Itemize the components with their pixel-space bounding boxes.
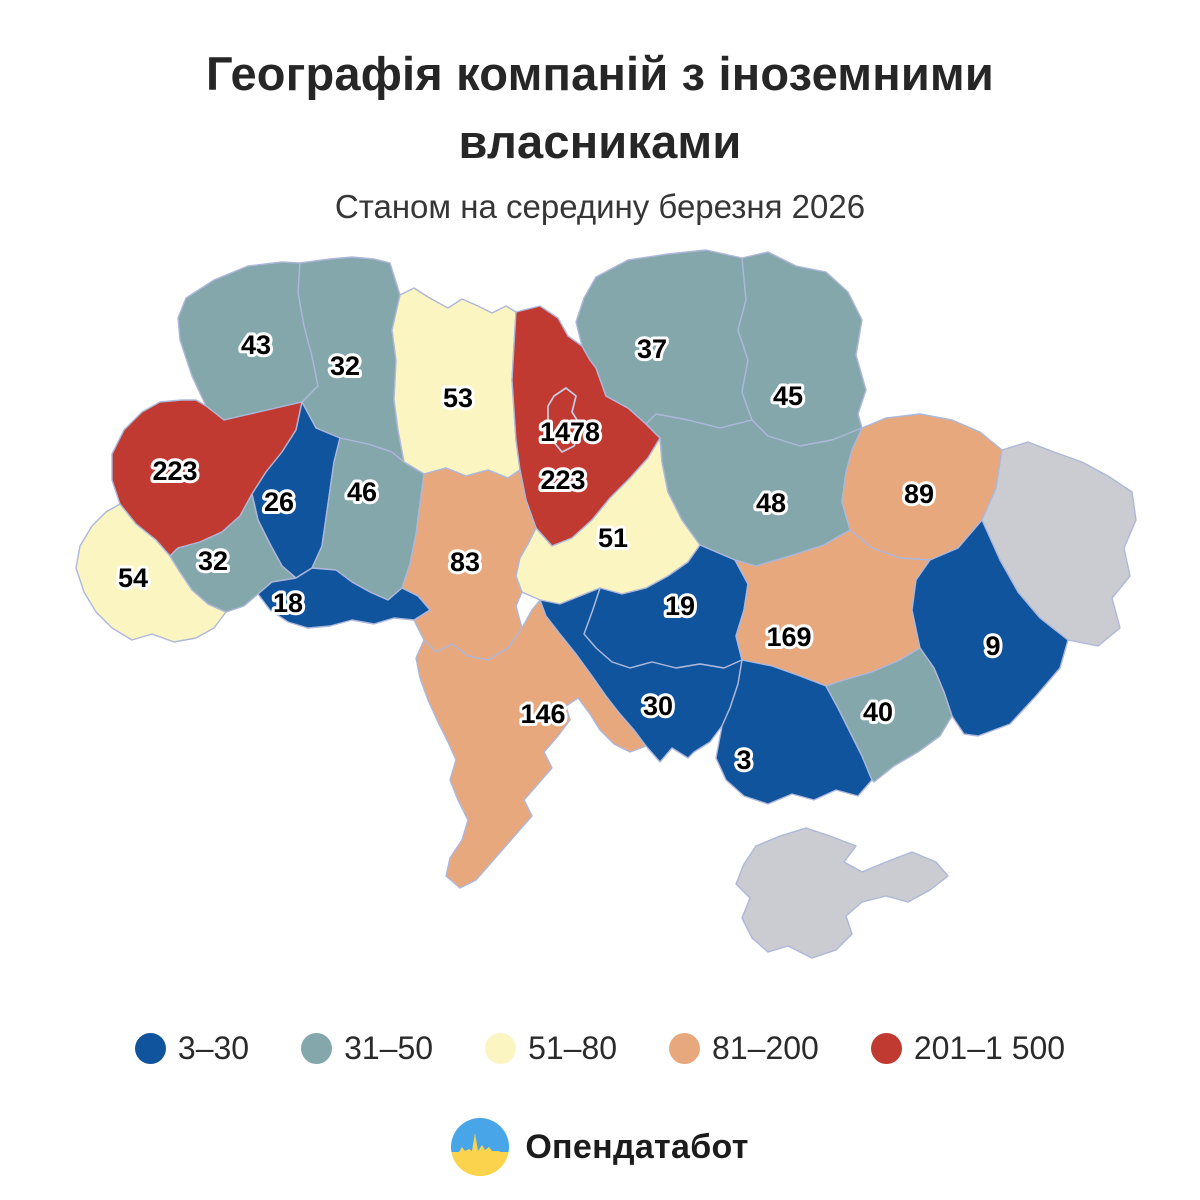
region-kirovohrad-label: 19 (665, 591, 695, 621)
brand-name: Опендатабот (525, 1127, 749, 1166)
legend-label: 31–50 (344, 1030, 434, 1066)
region-poltava-label: 48 (756, 488, 786, 518)
region-kyiv-oblast-label: 223 (540, 465, 585, 495)
opendatabot-logo-icon (451, 1118, 510, 1176)
legend-label: 51–80 (528, 1030, 618, 1066)
region-shapes (75, 249, 1137, 959)
region-volyn-label: 43 (241, 330, 271, 360)
legend-item-2: 51–80 (485, 1030, 617, 1067)
region-ternopil-label: 26 (264, 487, 294, 517)
region-crimea (735, 827, 949, 959)
region-zakarpattia-label: 54 (118, 563, 148, 593)
region-kharkiv-label: 89 (904, 479, 934, 509)
legend-dot-yellow (485, 1033, 517, 1064)
legend-item-0: 3–30 (134, 1030, 250, 1067)
region-vinnytsia-label: 83 (450, 547, 480, 577)
region-mykolaiv-label: 30 (643, 691, 673, 721)
legend-item-4: 201–1 500 (870, 1030, 1066, 1067)
region-kyiv-city (547, 387, 583, 453)
legend-label: 81–200 (712, 1030, 819, 1066)
legend-dot-red (870, 1033, 902, 1064)
region-ivano-frankivsk-label: 32 (198, 546, 228, 576)
region-khmelnytskyi-label: 46 (347, 477, 377, 507)
region-ivano-frankivsk (169, 493, 297, 613)
legend-dot-blue (134, 1033, 166, 1064)
region-rivne-label: 32 (330, 351, 360, 381)
region-sumy-label: 45 (773, 381, 803, 411)
legend-item-1: 31–50 (301, 1030, 433, 1067)
region-zaporizhzhia-label: 40 (863, 697, 893, 727)
legend: 3–30 31–50 51–80 81–200 201–1 500 (0, 1030, 1200, 1067)
region-dnipropetrovsk-label: 169 (766, 622, 811, 652)
region-chernihiv-label: 37 (637, 334, 667, 364)
region-odesa-label: 146 (520, 699, 565, 729)
region-kyiv-city-label: 1478 (540, 417, 600, 447)
legend-dot-orange (669, 1033, 701, 1064)
region-value-labels: 43 32 53 1478 223 37 45 223 26 46 83 51 … (115, 327, 1004, 778)
region-zaporizhzhia (825, 647, 953, 783)
page-subtitle: Станом на середину березня 2026 (334, 188, 866, 226)
legend-item-3: 81–200 (669, 1030, 819, 1067)
region-lviv-label: 223 (152, 456, 197, 486)
region-zhytomyr-label: 53 (443, 383, 473, 413)
legend-dot-teal (301, 1033, 333, 1064)
header: Географія компаній з іноземними власника… (0, 40, 1200, 226)
region-sumy (737, 251, 867, 447)
region-kherson-label: 3 (736, 745, 751, 775)
region-chernivtsi (257, 567, 431, 629)
region-donetsk-label: 9 (985, 631, 1000, 661)
legend-label: 3–30 (177, 1030, 250, 1066)
page-title: Географія компаній з іноземними власника… (205, 47, 994, 169)
brand-footer: Опендатабот (0, 1118, 1200, 1176)
legend-label: 201–1 500 (913, 1030, 1066, 1066)
region-cherkasy-label: 51 (598, 523, 628, 553)
region-chernivtsi-label: 18 (273, 588, 303, 618)
